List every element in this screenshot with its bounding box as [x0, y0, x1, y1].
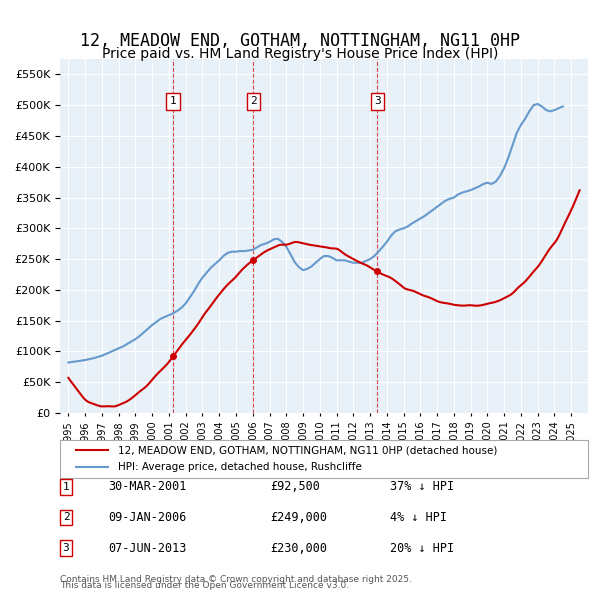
Text: 2: 2 — [62, 513, 70, 522]
Text: 3: 3 — [62, 543, 70, 553]
Text: 07-JUN-2013: 07-JUN-2013 — [108, 542, 187, 555]
Text: 2: 2 — [250, 97, 257, 106]
Text: 12, MEADOW END, GOTHAM, NOTTINGHAM, NG11 0HP (detached house): 12, MEADOW END, GOTHAM, NOTTINGHAM, NG11… — [118, 445, 497, 455]
Text: 37% ↓ HPI: 37% ↓ HPI — [390, 480, 454, 493]
Text: 1: 1 — [170, 97, 176, 106]
Text: 1: 1 — [62, 482, 70, 491]
Text: 09-JAN-2006: 09-JAN-2006 — [108, 511, 187, 524]
Text: Price paid vs. HM Land Registry's House Price Index (HPI): Price paid vs. HM Land Registry's House … — [102, 47, 498, 61]
Text: £230,000: £230,000 — [270, 542, 327, 555]
Text: Contains HM Land Registry data © Crown copyright and database right 2025.: Contains HM Land Registry data © Crown c… — [60, 575, 412, 584]
Text: 3: 3 — [374, 97, 381, 106]
Text: 20% ↓ HPI: 20% ↓ HPI — [390, 542, 454, 555]
Text: £92,500: £92,500 — [270, 480, 320, 493]
Text: 4% ↓ HPI: 4% ↓ HPI — [390, 511, 447, 524]
Text: 30-MAR-2001: 30-MAR-2001 — [108, 480, 187, 493]
Text: HPI: Average price, detached house, Rushcliffe: HPI: Average price, detached house, Rush… — [118, 462, 362, 472]
Text: £249,000: £249,000 — [270, 511, 327, 524]
Text: 12, MEADOW END, GOTHAM, NOTTINGHAM, NG11 0HP: 12, MEADOW END, GOTHAM, NOTTINGHAM, NG11… — [80, 32, 520, 51]
Text: This data is licensed under the Open Government Licence v3.0.: This data is licensed under the Open Gov… — [60, 581, 349, 590]
